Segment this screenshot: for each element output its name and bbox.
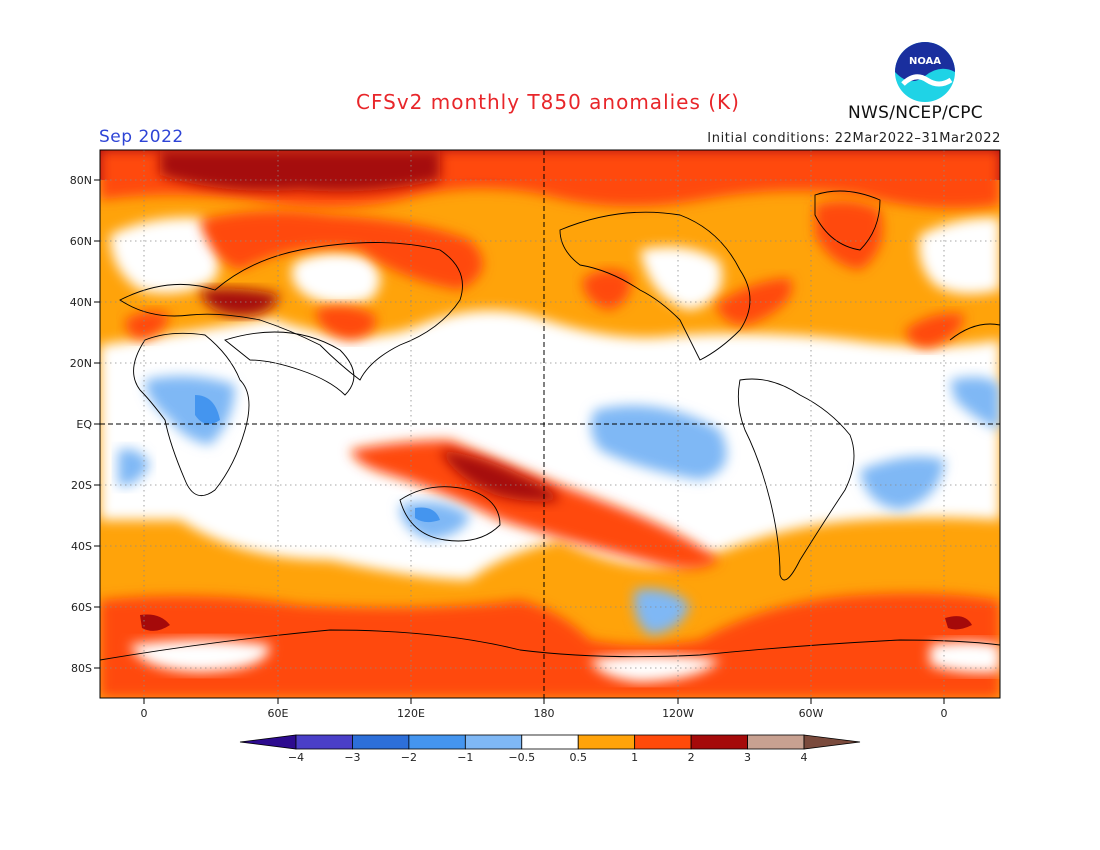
lat-tick-label: 20N — [70, 357, 92, 370]
colorbar-label: −4 — [288, 751, 304, 764]
valid-month-label: Sep 2022 — [99, 127, 184, 147]
colorbar-bin — [295, 734, 353, 750]
colorbar-label: 2 — [688, 751, 695, 764]
lon-tick-label: 0 — [941, 707, 948, 720]
colorbar-bin — [577, 734, 636, 750]
colorbar-label: −2 — [401, 751, 417, 764]
lat-tick-label: EQ — [76, 418, 92, 431]
colorbar-bin — [352, 734, 410, 750]
coastlines — [100, 190, 1000, 661]
colorbar-high-extend — [803, 734, 861, 750]
longitude-axis: 0 60E 120E 180 120W 60W 0 — [141, 698, 948, 720]
lon-tick-label: 0 — [141, 707, 148, 720]
initial-conditions-label: Initial conditions: 22Mar2022–31Mar2022 — [707, 131, 1001, 146]
latitude-axis: 80N 60N 40N 20N EQ 20S 40S 60S 80S — [70, 174, 100, 675]
lat-tick-label: 40N — [70, 296, 92, 309]
lat-tick-label: 20S — [71, 479, 92, 492]
lon-tick-label: 120W — [662, 707, 694, 720]
lon-tick-label: 60W — [799, 707, 824, 720]
lon-tick-label: 180 — [534, 707, 555, 720]
colorbar-low-extend — [239, 734, 297, 750]
colorbar-bin — [521, 734, 579, 750]
colorbar-label: −1 — [457, 751, 473, 764]
lat-tick-label: 60N — [70, 235, 92, 248]
anomaly-field — [100, 150, 1000, 698]
lat-tick-label: 60S — [71, 601, 92, 614]
lat-tick-label: 80N — [70, 174, 92, 187]
colorbar-label: −3 — [344, 751, 360, 764]
colorbar-bin — [408, 734, 466, 750]
colorbar-label: 4 — [801, 751, 808, 764]
lon-tick-label: 120E — [397, 707, 425, 720]
chart-title: CFSv2 monthly T850 anomalies (K) — [356, 90, 740, 114]
colorbar-label: 0.5 — [569, 751, 587, 764]
colorbar-label: −0.5 — [508, 751, 535, 764]
noaa-logo: NOAA — [895, 42, 955, 102]
lon-tick-label: 60E — [268, 707, 289, 720]
colorbar-bin — [690, 734, 748, 750]
colorbar-bin — [747, 734, 805, 750]
lat-tick-label: 80S — [71, 662, 92, 675]
colorbar-label: 3 — [744, 751, 751, 764]
lat-tick-label: 40S — [71, 540, 92, 553]
colorbar-label: 1 — [631, 751, 638, 764]
agency-label: NWS/NCEP/CPC — [848, 103, 983, 123]
graticule — [100, 150, 1000, 698]
colorbar-bin — [634, 734, 692, 750]
svg-text:NOAA: NOAA — [909, 56, 941, 67]
colorbar-bin — [464, 734, 523, 750]
colorbar: −4 −3 −2 −1 −0.5 0.5 1 2 3 4 — [239, 734, 861, 764]
